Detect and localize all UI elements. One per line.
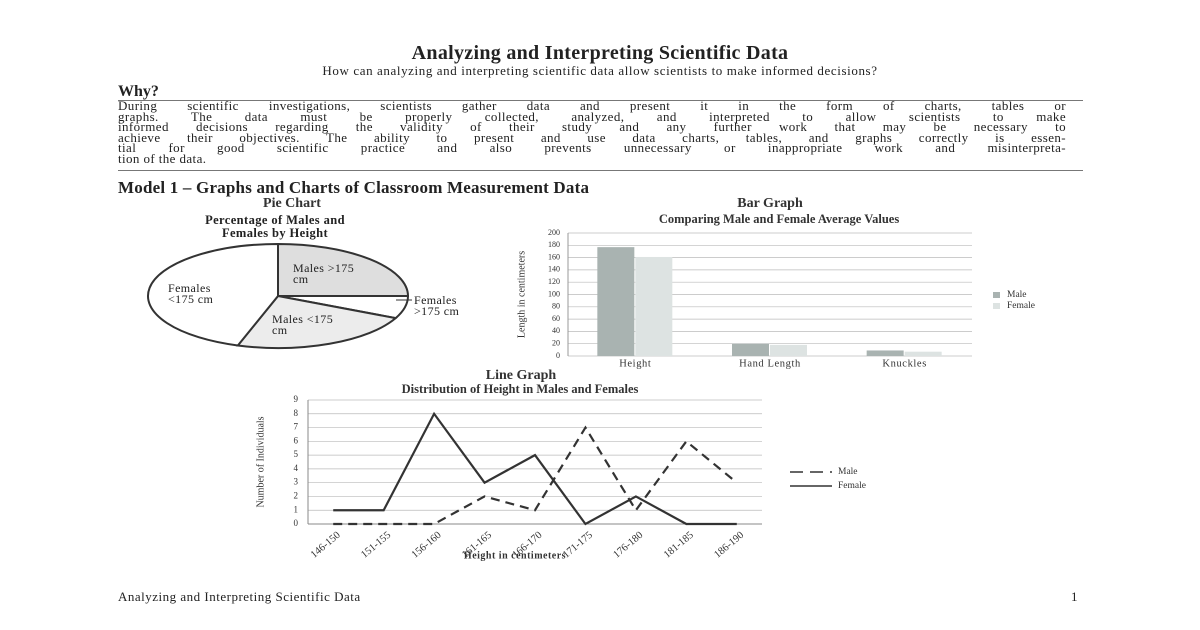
y-tick-label: 160 — [548, 252, 560, 261]
x-tick-label: Knuckles — [882, 358, 926, 369]
legend-label: Male — [1007, 290, 1027, 300]
paragraph: During scientific investigations, scient… — [118, 98, 1066, 166]
chart-heading: Line Graph — [486, 368, 557, 383]
bar — [866, 350, 904, 356]
x-tick-label: 186-190 — [712, 530, 746, 561]
bar — [732, 343, 769, 356]
bar — [597, 247, 635, 356]
x-tick-label: 156-160 — [410, 530, 444, 561]
y-tick-label: 80 — [552, 302, 560, 311]
legend-swatch — [993, 292, 1000, 298]
document-subtitle: How can analyzing and interpreting scien… — [322, 63, 878, 78]
y-tick-label: 3 — [294, 477, 299, 487]
y-tick-label: 9 — [294, 394, 299, 404]
y-tick-label: 7 — [294, 422, 299, 432]
legend-label: Male — [838, 467, 858, 477]
y-tick-label: 8 — [294, 408, 299, 418]
y-tick-label: 20 — [552, 339, 560, 348]
slice-label: Males <175 cm — [272, 312, 334, 337]
y-axis-label: Length in centimeters — [516, 251, 527, 338]
data-line — [333, 411, 737, 526]
rule — [118, 170, 1083, 171]
paragraph-line: achieve their objectives. The ability to… — [118, 129, 1066, 145]
slice-label: Males >175 cm — [293, 261, 355, 286]
x-tick-label: Height — [619, 358, 651, 369]
chart-heading: Pie Chart — [263, 196, 321, 211]
x-tick-label: 151-155 — [359, 530, 393, 561]
y-tick-label: 4 — [294, 463, 299, 473]
pie-slice — [235, 294, 398, 349]
chart-title: Percentage of Males and Females by Heigh… — [205, 213, 345, 240]
x-tick-label: Hand Length — [739, 358, 801, 369]
paragraph-line: graphs. The data must be properly collec… — [118, 108, 1066, 124]
x-tick-label: 171-175 — [561, 530, 595, 561]
y-tick-label: 5 — [294, 449, 299, 459]
chart-heading: Bar Graph — [737, 196, 803, 211]
y-tick-label: 100 — [548, 289, 560, 298]
pie-slice — [277, 242, 410, 297]
legend-label: Female — [1007, 301, 1035, 311]
y-tick-label: 0 — [294, 518, 299, 528]
y-tick-label: 40 — [552, 326, 560, 335]
y-tick-label: 2 — [294, 491, 299, 501]
rule — [118, 100, 1083, 101]
x-tick-label: 181-185 — [662, 530, 696, 561]
section-heading: Model 1 – Graphs and Charts of Classroom… — [118, 178, 590, 197]
y-tick-label: 6 — [294, 435, 299, 445]
legend-swatch — [993, 303, 1000, 309]
y-tick-label: 180 — [548, 240, 560, 249]
y-tick-label: 60 — [552, 314, 560, 323]
bar — [770, 344, 807, 356]
y-tick-label: 140 — [548, 265, 560, 274]
slice-label: Females <175 cm — [168, 281, 214, 306]
slice-label: Females >175 cm — [414, 293, 460, 318]
x-axis-label: Height in centimeters — [464, 550, 566, 561]
y-axis-label: Number of Individuals — [255, 416, 266, 507]
y-tick-label: 120 — [548, 277, 560, 286]
y-tick-label: 200 — [548, 228, 560, 237]
legend-label: Female — [838, 481, 866, 491]
y-tick-label: 1 — [294, 504, 299, 514]
document-title: Analyzing and Interpreting Scientific Da… — [411, 42, 789, 64]
x-tick-label: 146-150 — [309, 530, 343, 561]
data-line — [333, 425, 738, 526]
bar — [635, 256, 673, 356]
paragraph-line: informed decisions regarding the validit… — [118, 119, 1066, 135]
footer-text: Analyzing and Interpreting Scientific Da… — [118, 589, 361, 604]
paragraph-line: tial for good scientific practice and al… — [118, 140, 1066, 156]
pie-slice — [147, 242, 279, 347]
chart-title: Comparing Male and Female Average Values — [659, 212, 900, 226]
x-tick-label: 176-180 — [611, 530, 645, 561]
paragraph-line: tion of the data. — [118, 150, 207, 166]
paragraph-line: During scientific investigations, scient… — [118, 98, 1066, 113]
chart-title: Distribution of Height in Males and Fema… — [402, 382, 639, 396]
section-heading: Why? — [118, 83, 159, 100]
page-number: 1 — [1071, 589, 1078, 604]
y-tick-label: 0 — [556, 351, 560, 360]
bar — [904, 351, 942, 356]
